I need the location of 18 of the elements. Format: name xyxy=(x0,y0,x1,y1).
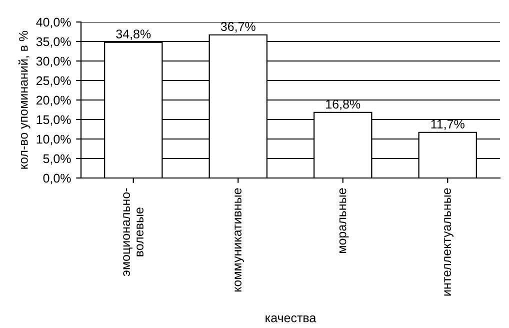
x-tick-label: моральные xyxy=(339,188,349,253)
y-tick-label: 10,0% xyxy=(36,134,71,146)
y-axis-title: кол-во упоминаний, в % xyxy=(18,30,30,169)
x-tick-label: интеллектуальные xyxy=(444,188,454,296)
data-label: 34,8% xyxy=(116,30,151,40)
x-axis-title: качества xyxy=(266,315,316,322)
y-tick-label: 35,0% xyxy=(36,37,71,48)
y-tick-label: 0,0% xyxy=(43,174,71,184)
x-tick-label: эмоционально- волевые xyxy=(123,188,144,276)
y-tick-label: 5,0% xyxy=(43,154,71,165)
y-tick-label: 20,0% xyxy=(36,96,71,106)
data-label: 11,7% xyxy=(431,120,464,130)
y-tick-label: 15,0% xyxy=(36,115,71,126)
y-tick-label: 25,0% xyxy=(36,76,71,87)
data-label: 36,7% xyxy=(220,22,256,32)
y-tick-label: 40,0% xyxy=(36,18,71,28)
x-tick-label: коммуникативные xyxy=(234,188,244,292)
y-tick-label: 30,0% xyxy=(36,56,71,68)
